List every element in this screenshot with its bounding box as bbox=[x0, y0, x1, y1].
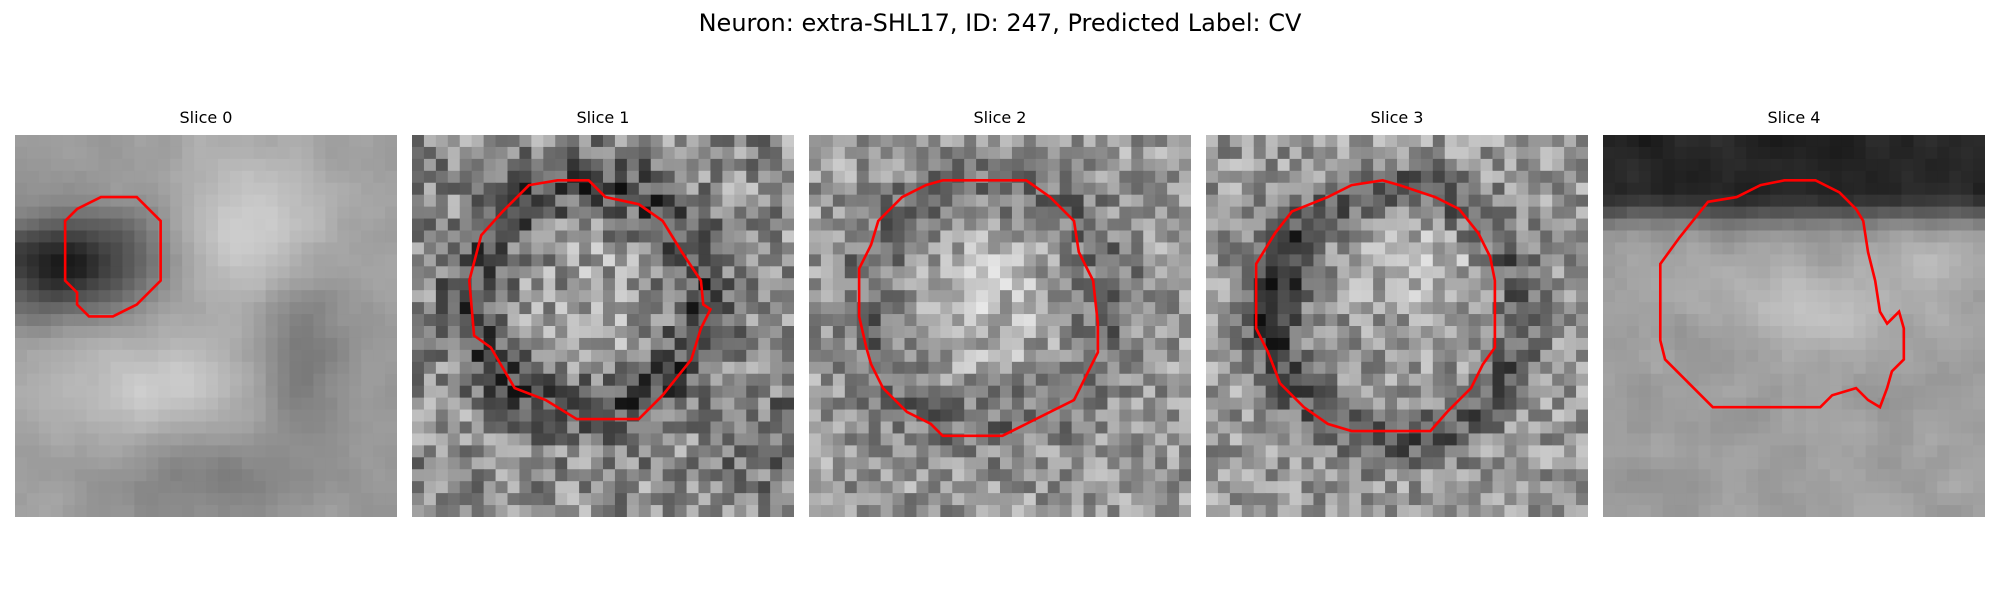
segmentation-contour-1 bbox=[467, 179, 713, 421]
slice-panel-4: Slice 4 bbox=[1603, 108, 1985, 517]
segmentation-contour-2 bbox=[857, 179, 1100, 438]
slice-pixels-4 bbox=[1603, 135, 1985, 517]
slice-pixels-2 bbox=[809, 135, 1191, 517]
slice-image-4 bbox=[1603, 135, 1985, 517]
slice-title-3: Slice 3 bbox=[1370, 108, 1424, 127]
slice-image-0 bbox=[15, 135, 397, 517]
slice-panel-1: Slice 1 bbox=[412, 108, 794, 517]
slice-title-0: Slice 0 bbox=[179, 108, 233, 127]
slice-title-1: Slice 1 bbox=[576, 108, 630, 127]
slice-panel-0: Slice 0 bbox=[15, 108, 397, 517]
slice-title-2: Slice 2 bbox=[973, 108, 1027, 127]
slice-image-2 bbox=[809, 135, 1191, 517]
slice-pixels-1 bbox=[412, 135, 794, 517]
figure-title: Neuron: extra-SHL17, ID: 247, Predicted … bbox=[698, 9, 1302, 37]
slice-title-4: Slice 4 bbox=[1767, 108, 1821, 127]
slice-pixels-3 bbox=[1206, 135, 1588, 517]
segmentation-contour-4 bbox=[1658, 179, 1906, 410]
slice-panel-3: Slice 3 bbox=[1206, 108, 1588, 517]
slice-panel-2: Slice 2 bbox=[809, 108, 1191, 517]
slice-image-3 bbox=[1206, 135, 1588, 517]
slice-image-1 bbox=[412, 135, 794, 517]
segmentation-contour-3 bbox=[1254, 179, 1497, 433]
slice-pixels-0 bbox=[15, 135, 397, 517]
segmentation-contour-0 bbox=[63, 195, 162, 318]
